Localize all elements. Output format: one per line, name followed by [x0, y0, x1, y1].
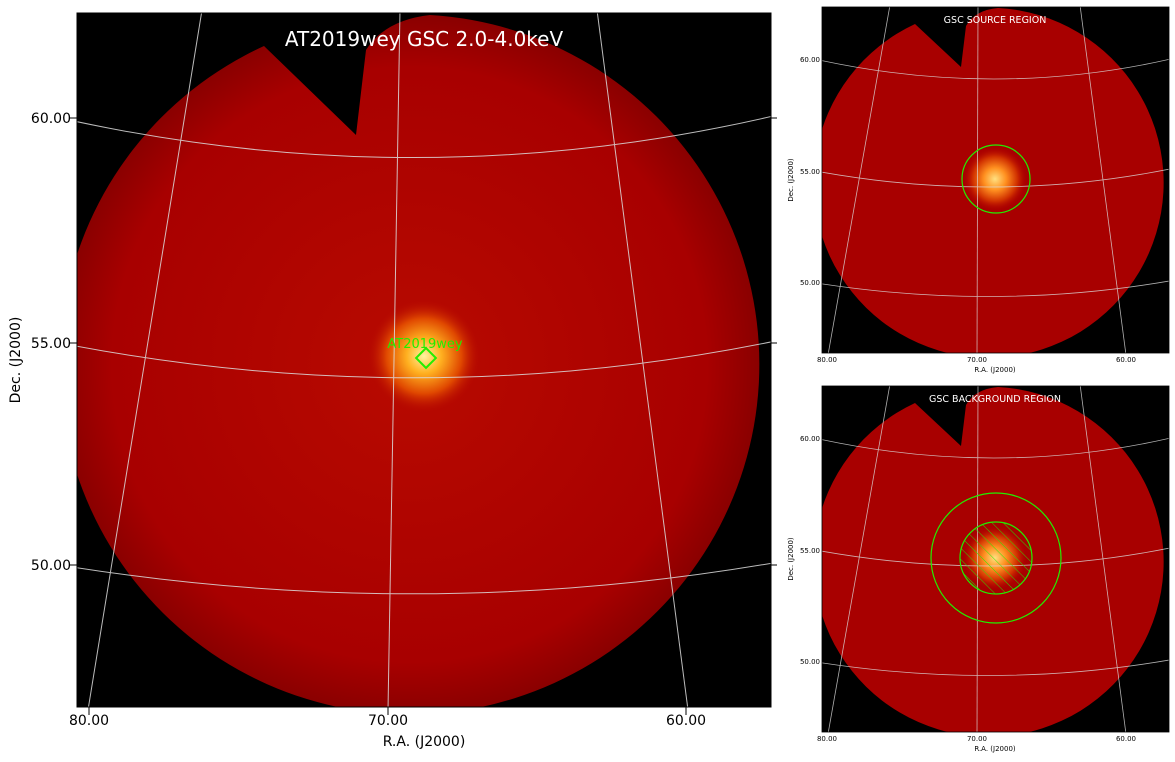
x-axis-label: R.A. (J2000): [974, 366, 1016, 374]
y-axis-label: Dec. (J2000): [787, 537, 795, 581]
y-tick-label: 60.00: [800, 435, 820, 443]
coordinate-grid: [77, 13, 771, 707]
source-emission: [366, 298, 482, 414]
x-tick-label: 80.00: [817, 356, 837, 364]
background-region-svg: GSC BACKGROUND REGION 60.00 55.00 50.00 …: [787, 385, 1170, 753]
axis-ticks: [69, 117, 777, 715]
source-emission: [963, 147, 1027, 211]
main-title: AT2019wey GSC 2.0-4.0keV: [285, 27, 564, 51]
source-region-panel: GSC SOURCE REGION 60.00 55.00 50.00 80.0…: [780, 0, 1175, 379]
y-axis-label: Dec. (J2000): [787, 158, 795, 202]
x-tick-label: 70.00: [368, 713, 408, 729]
y-tick-label: 50.00: [31, 558, 71, 574]
x-axis-label: R.A. (J2000): [383, 734, 466, 750]
x-tick-label: 80.00: [69, 713, 109, 729]
panel-title: GSC BACKGROUND REGION: [929, 394, 1061, 405]
x-tick-label: 60.00: [1116, 735, 1136, 743]
source-marker[interactable]: [414, 346, 438, 370]
y-axis-label: Dec. (J2000): [8, 317, 24, 404]
x-tick-label: 70.00: [967, 735, 987, 743]
y-tick-label: 50.00: [800, 658, 820, 666]
background-region-panel: GSC BACKGROUND REGION 60.00 55.00 50.00 …: [780, 379, 1175, 758]
y-tick-label: 60.00: [31, 111, 71, 127]
x-tick-label: 60.00: [1116, 356, 1136, 364]
y-tick-label: 55.00: [31, 336, 71, 352]
main-image-svg: AT2019wey AT2019wey GSC 2.0-4.0keV 60.00…: [8, 12, 777, 750]
outer-background-circle[interactable]: [930, 492, 1062, 624]
excluded-region-hatch: [960, 522, 1032, 594]
source-region-circle[interactable]: [961, 144, 1031, 214]
inner-exclusion-circle[interactable]: [959, 521, 1033, 595]
y-tick-label: 55.00: [800, 168, 820, 176]
x-tick-label: 70.00: [967, 356, 987, 364]
y-tick-label: 60.00: [800, 56, 820, 64]
y-tick-label: 50.00: [800, 279, 820, 287]
main-image-panel: AT2019wey AT2019wey GSC 2.0-4.0keV 60.00…: [8, 12, 777, 750]
x-tick-label: 80.00: [817, 735, 837, 743]
y-tick-label: 55.00: [800, 547, 820, 555]
x-axis-label: R.A. (J2000): [974, 745, 1016, 753]
source-marker-label: AT2019wey: [387, 337, 463, 352]
panel-title: GSC SOURCE REGION: [944, 15, 1047, 26]
x-tick-label: 60.00: [666, 713, 706, 729]
source-region-svg: GSC SOURCE REGION 60.00 55.00 50.00 80.0…: [787, 6, 1170, 374]
